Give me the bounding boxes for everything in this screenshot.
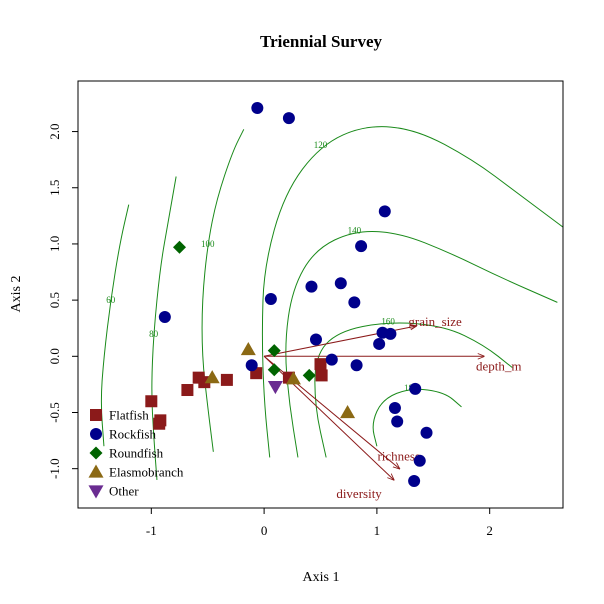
data-point <box>420 426 433 439</box>
data-point <box>391 415 404 428</box>
data-point <box>181 384 194 397</box>
data-point <box>305 280 318 293</box>
data-point <box>309 333 322 346</box>
data-point <box>373 337 386 350</box>
legend-marker <box>89 446 103 460</box>
data-point <box>245 359 258 372</box>
contour-label: 60 <box>106 295 116 305</box>
contour-line <box>372 388 462 447</box>
data-point <box>282 112 295 125</box>
data-point <box>355 240 368 253</box>
legend-marker <box>88 464 104 478</box>
data-point <box>413 454 426 467</box>
legend-marker <box>88 485 104 499</box>
data-point <box>378 205 391 218</box>
legend-marker <box>90 409 102 421</box>
contour-line <box>201 129 245 452</box>
contour-label: 160 <box>381 316 395 326</box>
vector-label: richness <box>377 449 420 464</box>
data-point <box>408 475 421 488</box>
data-point <box>173 240 187 254</box>
plot-frame <box>77 80 564 509</box>
y-tick-label: 2.0 <box>47 123 62 139</box>
vector-label: grain_size <box>408 314 462 329</box>
contour-layer: 6080100120140160180 <box>100 126 563 480</box>
data-point <box>348 296 361 309</box>
contour-line <box>151 176 177 480</box>
contour-line <box>100 204 130 447</box>
data-point <box>340 404 356 419</box>
contour-label: 80 <box>149 329 159 339</box>
data-point <box>145 395 158 408</box>
legend-label: Roundfish <box>109 446 164 461</box>
data-point <box>264 292 277 305</box>
contour-line <box>285 230 558 458</box>
data-point <box>158 310 171 323</box>
y-tick-label: 1.5 <box>47 180 62 196</box>
x-tick-label: 2 <box>486 523 493 538</box>
data-point <box>220 373 233 386</box>
y-tick-label: 1.0 <box>47 236 62 252</box>
chart-title: Triennial Survey <box>260 32 382 51</box>
data-point <box>267 344 281 358</box>
legend-marker <box>90 428 102 440</box>
x-tick-label: 1 <box>374 523 381 538</box>
vector-label: depth_m <box>476 358 522 373</box>
data-point <box>267 363 281 377</box>
y-tick-label: 0.5 <box>47 292 62 308</box>
y-tick-label: 0.0 <box>47 348 62 364</box>
y-axis: -1.0 -0.5 0.0 0.5 1.0 1.5 2.0 <box>47 123 78 479</box>
legend-label: Other <box>109 484 139 499</box>
x-axis-label: Axis 1 <box>303 570 340 585</box>
data-point <box>250 367 263 380</box>
legend-label: Elasmobranch <box>109 465 184 480</box>
legend: Flatfish Rockfish Roundfish Elasmobranch Oth… <box>88 408 184 499</box>
data-point <box>409 382 422 395</box>
legend-label: Flatfish <box>109 408 149 423</box>
contour-label: 120 <box>314 140 328 150</box>
legend-label: Rockfish <box>109 427 156 442</box>
data-point <box>315 369 328 382</box>
y-tick-label: -0.5 <box>47 402 62 423</box>
x-tick-label: -1 <box>146 523 157 538</box>
data-point <box>384 327 397 340</box>
data-point <box>251 101 264 114</box>
contour-label: 140 <box>348 225 362 235</box>
data-point <box>153 417 166 430</box>
data-point <box>267 381 283 395</box>
y-axis-label: Axis 2 <box>9 276 24 313</box>
data-point <box>204 370 220 384</box>
data-point <box>325 353 338 366</box>
x-tick-label: 0 <box>261 523 268 538</box>
y-tick-label: -1.0 <box>47 458 62 479</box>
data-point <box>314 358 327 371</box>
x-axis: -1 0 1 2 <box>146 508 493 538</box>
data-point <box>285 371 301 385</box>
data-point <box>302 368 316 382</box>
data-point <box>240 342 256 356</box>
data-point <box>388 401 401 414</box>
vector-label: diversity <box>336 486 382 501</box>
data-point <box>334 277 347 290</box>
contour-line <box>314 322 513 458</box>
points-layer <box>145 101 433 488</box>
vector-layer: grain_size depth_m richness diversity <box>263 314 522 501</box>
contour-label: 100 <box>201 239 215 249</box>
contour-line <box>261 126 563 458</box>
data-point <box>350 359 363 372</box>
